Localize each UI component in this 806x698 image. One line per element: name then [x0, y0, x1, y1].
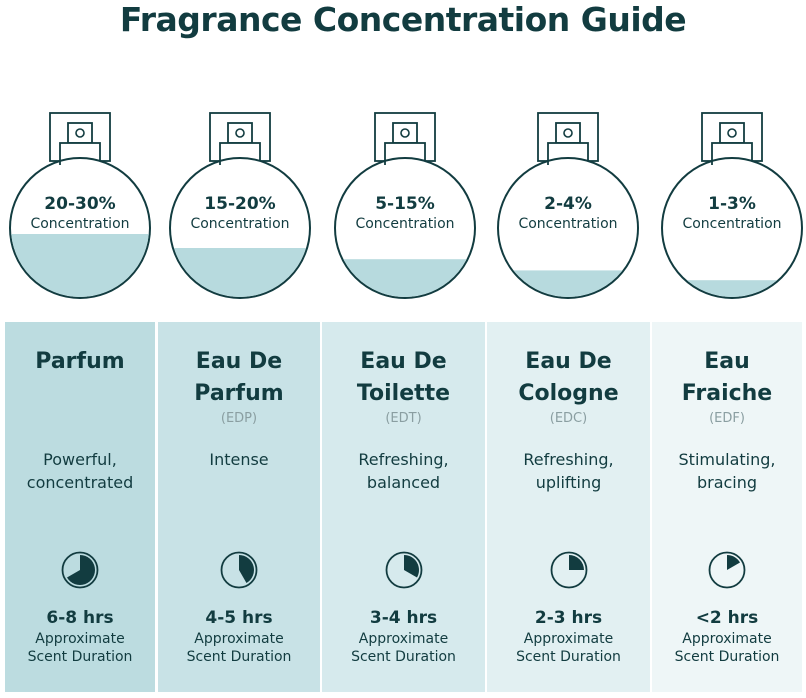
concentration-value: 1-3%	[708, 194, 756, 214]
clock-icon	[708, 551, 746, 589]
bottle-icon	[497, 112, 639, 299]
bottle-1: 15-20% Concentration	[160, 105, 320, 305]
duration-value: <2 hrs	[695, 608, 759, 628]
concentration-label: Concentration	[30, 216, 130, 232]
concentration-label: Concentration	[518, 216, 618, 232]
type-name: Eau De Parfum	[194, 349, 284, 406]
clock-wedge	[403, 555, 419, 578]
clock-wedge	[727, 555, 741, 570]
concentration-label: Concentration	[190, 216, 290, 232]
duration-label: Approximate Scent Duration	[186, 631, 292, 665]
type-column-3: Eau De Cologne (EDC) Refreshing, uplifting…	[487, 322, 650, 692]
bottle-icon	[661, 112, 803, 299]
concentration-value: 2-4%	[544, 194, 592, 214]
clock-icon	[550, 551, 587, 589]
type-column-0: Parfum Powerful, concentrated 6-8 hrs App…	[5, 322, 155, 692]
clock-wedge	[239, 555, 254, 584]
liquid-level	[663, 280, 801, 297]
bottle-icon	[9, 112, 151, 299]
type-name: Eau De Cologne	[518, 349, 619, 406]
page-title: Fragrance Concentration Guide	[119, 0, 687, 39]
type-column-2: Eau De Toilette (EDT) Refreshing, balanced…	[322, 322, 485, 692]
type-description: Powerful, concentrated	[26, 450, 134, 492]
bottle-2: 5-15% Concentration	[325, 105, 485, 305]
duration-value: 4-5 hrs	[205, 608, 273, 628]
type-abbreviation: (EDT)	[385, 411, 422, 426]
type-description: Refreshing, uplifting	[523, 450, 614, 492]
concentration-label: Concentration	[355, 216, 455, 232]
duration-label: Approximate Scent Duration	[27, 631, 133, 665]
bottle-4: 1-3% Concentration	[652, 105, 806, 305]
type-description: Intense	[209, 450, 269, 469]
type-abbreviation: (EDP)	[220, 411, 258, 426]
type-column-4: Eau Fraiche (EDF) Stimulating, bracing <2 …	[652, 322, 802, 692]
liquid-level	[11, 234, 149, 297]
clock-wedge	[568, 555, 584, 570]
type-description: Stimulating, bracing	[678, 450, 776, 492]
duration-value: 6-8 hrs	[46, 608, 114, 628]
bottle-icon	[334, 112, 476, 299]
type-name: Parfum	[35, 349, 125, 374]
concentration-value: 15-20%	[204, 194, 276, 214]
type-name: Eau De Toilette	[356, 349, 451, 406]
liquid-level	[171, 248, 309, 297]
clock-wedge	[66, 555, 95, 585]
bottle-icon	[169, 112, 311, 299]
type-description: Refreshing, balanced	[358, 450, 449, 492]
clock-icon	[61, 551, 99, 589]
duration-label: Approximate Scent Duration	[674, 631, 780, 665]
type-column-1: Eau De Parfum (EDP) Intense 4-5 hrs Appro…	[158, 322, 320, 692]
concentration-label: Concentration	[682, 216, 782, 232]
duration-label: Approximate Scent Duration	[351, 631, 456, 665]
liquid-level	[336, 259, 474, 297]
type-abbreviation: (EDF)	[709, 411, 745, 426]
duration-value: 3-4 hrs	[369, 608, 438, 628]
concentration-value: 20-30%	[44, 194, 116, 214]
type-abbreviation: (EDC)	[549, 411, 588, 426]
duration-value: 2-3 hrs	[534, 608, 603, 628]
duration-label: Approximate Scent Duration	[516, 631, 621, 665]
type-name: Eau Fraiche	[681, 349, 773, 406]
bottle-3: 2-4% Concentration	[488, 105, 648, 305]
clock-icon	[220, 551, 258, 589]
clock-icon	[385, 551, 422, 589]
concentration-value: 5-15%	[375, 194, 435, 214]
liquid-level	[499, 270, 637, 297]
bottle-0: 20-30% Concentration	[0, 105, 160, 305]
